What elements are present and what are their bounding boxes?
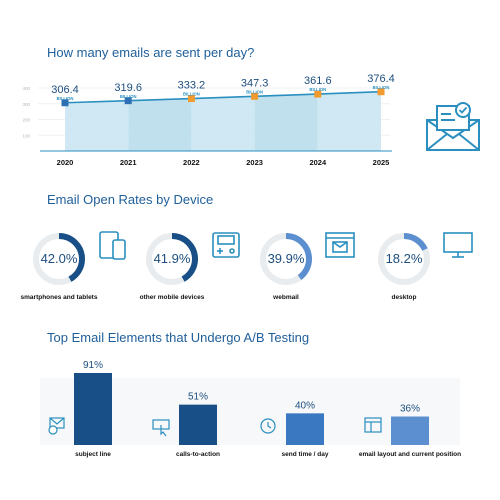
bar-category-label: send time / day	[282, 451, 329, 458]
x-tick-label: 2021	[120, 158, 137, 167]
envelope-check-icon	[426, 102, 480, 151]
bar	[179, 404, 217, 445]
mail-shape	[332, 241, 348, 253]
unit-label: BILLION	[309, 87, 326, 92]
donut-chart	[378, 233, 430, 285]
emails-per-day-chart: 400300200100306.4BILLION2020319.6BILLION…	[22, 73, 395, 167]
bar-category-label: email layout and current position	[359, 451, 461, 458]
data-label: 306.4	[51, 84, 79, 96]
phone-tablet-icon	[99, 231, 126, 260]
data-point	[314, 90, 322, 98]
cta-box	[152, 419, 170, 430]
bar-data-label: 91%	[83, 360, 103, 371]
clock-icon	[260, 418, 276, 434]
layout-frame	[364, 417, 382, 433]
area-segment	[191, 96, 255, 151]
device-button	[229, 248, 235, 254]
area-segment	[65, 100, 129, 151]
data-label: 333.2	[178, 80, 206, 92]
y-tick-label: 300	[22, 102, 30, 107]
y-tick-label: 100	[22, 133, 30, 138]
y-tick-label: 400	[22, 86, 30, 91]
donut-label: other mobile devices	[139, 294, 205, 301]
bar	[286, 413, 324, 445]
donut-percent: 18.2%	[385, 251, 423, 266]
x-tick-label: 2020	[57, 158, 74, 167]
handheld-device-icon	[212, 232, 240, 258]
x-tick-label: 2023	[246, 158, 263, 167]
donut-label: webmail	[273, 294, 299, 301]
email-at-icon	[48, 417, 65, 435]
emails-per-day-title: How many emails are sent per day?	[47, 45, 255, 60]
device-body	[212, 232, 240, 258]
bar-data-label: 36%	[400, 404, 420, 415]
browser-window-icon	[325, 232, 355, 258]
x-tick-label: 2022	[183, 158, 200, 167]
click-hand-icon	[152, 419, 170, 437]
bar	[74, 373, 112, 445]
unit-label: BILLION	[57, 96, 74, 101]
data-point	[187, 95, 195, 103]
donut-percent: 39.9%	[267, 251, 305, 266]
donut-label: smartphones and tablets	[20, 294, 98, 301]
clock-face	[260, 418, 276, 434]
data-point	[61, 99, 69, 107]
ab-testing-title: Top Email Elements that Undergo A/B Test…	[47, 330, 310, 345]
bar-data-label: 40%	[295, 400, 315, 411]
area-segment	[254, 94, 318, 151]
unit-label: BILLION	[183, 92, 200, 97]
envelope-shape	[49, 417, 65, 429]
mail-flap	[332, 241, 348, 248]
bar-category-label: calls-to-action	[176, 451, 220, 458]
monitor-icon	[443, 232, 473, 258]
bar-data-label: 51%	[188, 392, 208, 403]
phone-shape	[112, 239, 126, 260]
donut-arc	[33, 233, 85, 285]
data-point	[251, 92, 259, 100]
device-screen	[217, 235, 235, 245]
data-label: 347.3	[241, 77, 269, 89]
donut-percent: 41.9%	[153, 251, 191, 266]
data-label: 319.6	[114, 82, 142, 94]
data-label: 361.6	[304, 75, 332, 87]
donut-chart	[33, 233, 85, 285]
donut-chart	[260, 233, 312, 285]
donut-label: desktop	[391, 294, 417, 301]
unit-label: BILLION	[246, 89, 263, 94]
x-tick-label: 2025	[373, 158, 390, 167]
unit-label: BILLION	[373, 85, 390, 90]
donut-arc	[146, 233, 198, 285]
plot-background	[40, 378, 460, 445]
series-line	[64, 90, 382, 104]
x-tick-label: 2024	[309, 158, 327, 167]
donut-arc	[260, 233, 312, 285]
donut-percent: 42.0%	[40, 251, 78, 266]
area-segment	[128, 98, 192, 151]
y-tick-label: 200	[22, 118, 30, 123]
clock-hands	[267, 422, 272, 429]
hand-pointer	[160, 425, 167, 437]
bar-category-label: subject line	[75, 451, 111, 458]
at-circle	[48, 425, 58, 435]
area-segment	[317, 91, 381, 151]
unit-label: BILLION	[120, 94, 137, 99]
monitor-screen	[443, 232, 473, 253]
data-point	[377, 88, 385, 96]
bar	[391, 416, 429, 445]
layout-icon	[364, 417, 382, 433]
open-rates-title: Email Open Rates by Device	[47, 192, 214, 207]
donut-arc	[378, 233, 430, 285]
window-frame	[325, 232, 355, 258]
donut-chart	[146, 233, 198, 285]
data-point	[124, 97, 132, 105]
data-label: 376.4	[367, 73, 395, 85]
envelope-flap	[49, 417, 65, 425]
